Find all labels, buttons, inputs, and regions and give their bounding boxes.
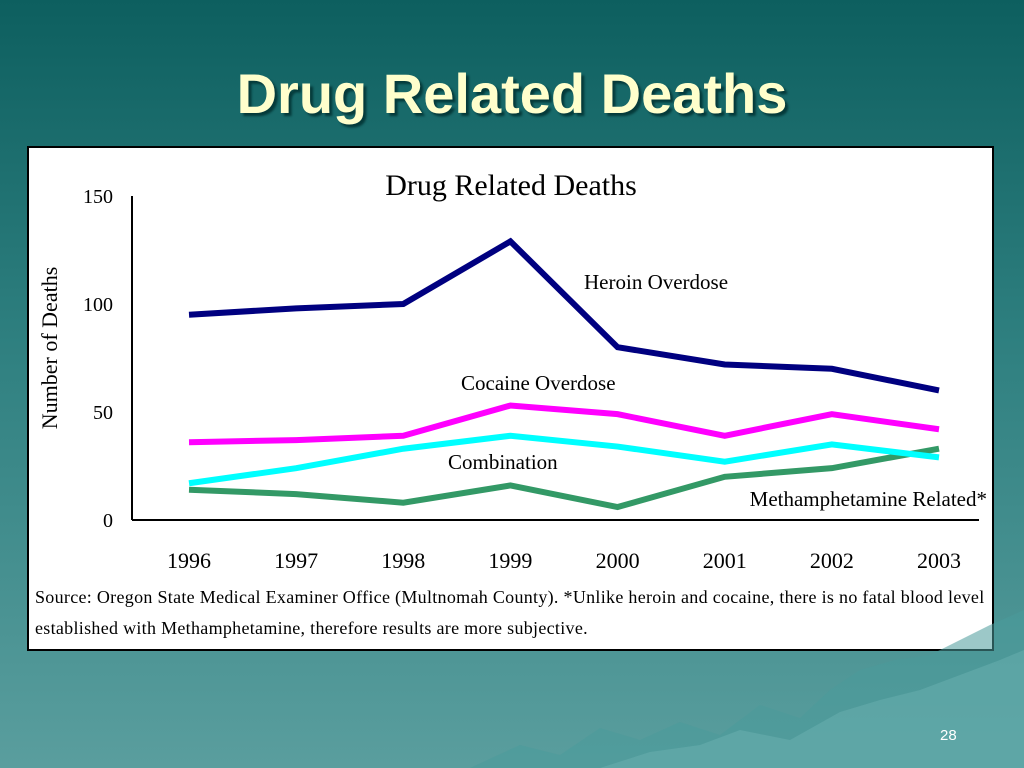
series-label-combination: Combination <box>448 450 558 474</box>
y-tick-label-1: 50 <box>93 402 113 424</box>
series-line-cocaine-overdose <box>188 402 940 446</box>
y-tick-label-2: 100 <box>83 294 113 316</box>
tick-labels: 0 50 100 150 1996 1997 1998 1999 2000 2001 2002 200… <box>83 186 961 573</box>
x-tick-label-2000: 2000 <box>596 548 640 573</box>
series-line-heroin-overdose <box>188 237 940 394</box>
axes <box>131 196 979 521</box>
series-label-methamphetamine-related: Methamphetamine Related* <box>750 487 987 511</box>
chart-frame: Drug Related Deaths Number of Deaths 0 50… <box>27 146 994 651</box>
x-tick-label-2003: 2003 <box>917 548 961 573</box>
chart-title: Drug Related Deaths <box>385 169 637 202</box>
x-tick-label-2001: 2001 <box>703 548 747 573</box>
series-lines <box>188 237 940 511</box>
source-note: Source: Oregon State Medical Examiner Of… <box>35 587 985 638</box>
y-tick-label-3: 150 <box>83 186 113 208</box>
series-label-cocaine-overdose: Cocaine Overdose <box>461 371 616 395</box>
slide-title: Drug Related Deaths <box>236 62 788 125</box>
x-tick-label-1999: 1999 <box>488 548 532 573</box>
line-chart: Drug Related Deaths Number of Deaths 0 50… <box>37 169 987 573</box>
series-labels: Heroin Overdose Cocaine Overdose Combinati… <box>448 270 987 511</box>
series-line-combination <box>188 432 940 487</box>
series-line-methamphetamine-related <box>188 445 940 511</box>
y-axis-label: Number of Deaths <box>37 267 62 430</box>
x-tick-label-1997: 1997 <box>274 548 318 573</box>
page-number: 28 <box>940 727 957 744</box>
series-label-heroin-overdose: Heroin Overdose <box>584 270 728 294</box>
x-tick-label-1998: 1998 <box>381 548 425 573</box>
x-tick-label-2002: 2002 <box>810 548 854 573</box>
y-tick-label-0: 0 <box>103 510 113 532</box>
x-tick-label-1996: 1996 <box>167 548 211 573</box>
